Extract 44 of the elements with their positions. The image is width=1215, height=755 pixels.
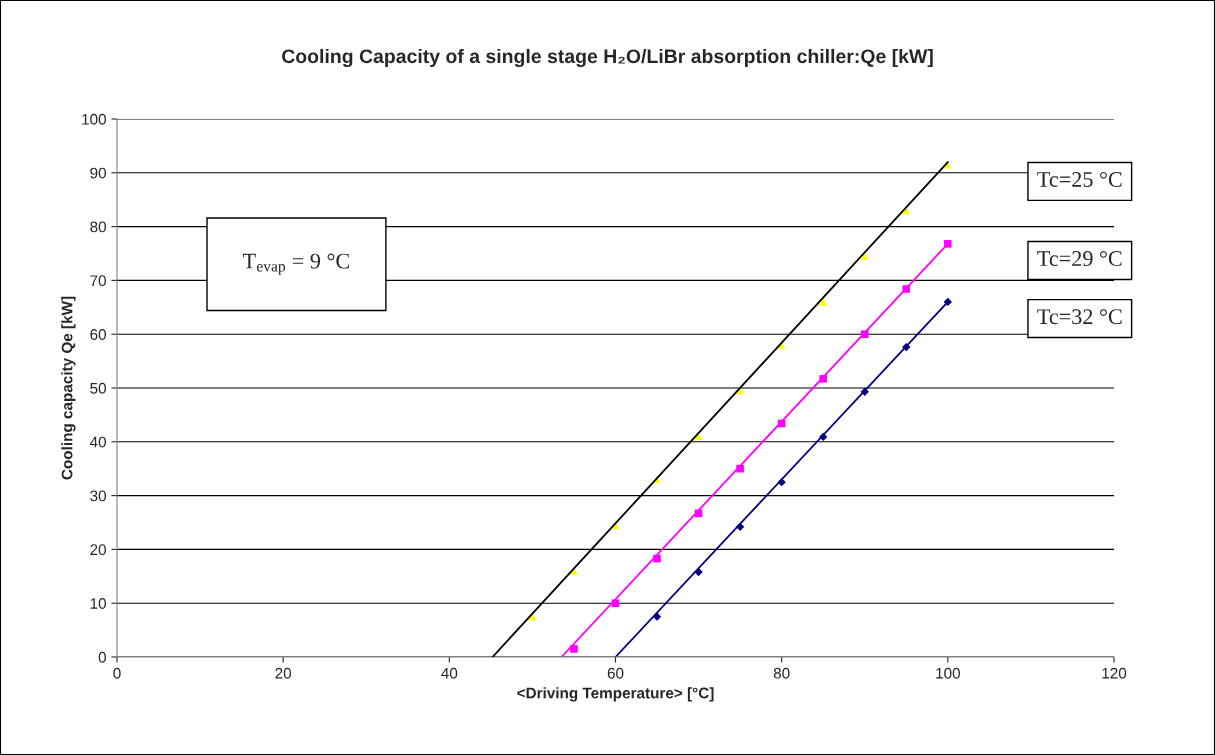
point bbox=[611, 599, 620, 607]
y-tick-label: 60 bbox=[90, 329, 106, 340]
point bbox=[570, 645, 578, 653]
point bbox=[652, 612, 662, 621]
point bbox=[777, 477, 786, 487]
y-tick-label: 100 bbox=[82, 113, 106, 125]
point bbox=[902, 342, 911, 352]
x-axis-title: <Driving Temperature> [°C] bbox=[517, 687, 714, 702]
y-tick-label: 30 bbox=[90, 490, 106, 502]
annotation: T$_{evap}$ = 9 °C bbox=[242, 253, 349, 275]
point bbox=[653, 554, 661, 563]
y-tick-label: 20 bbox=[90, 544, 106, 556]
point bbox=[694, 567, 703, 577]
x-tick-label: 100 bbox=[936, 667, 960, 679]
y-tick-label: 70 bbox=[90, 275, 106, 287]
x-tick-label: 40 bbox=[441, 667, 458, 679]
point bbox=[860, 330, 869, 338]
y-tick-label: 50 bbox=[90, 382, 106, 394]
y-axis-title: Cooling capacity Qe [kW] bbox=[61, 296, 76, 480]
x-tick-label: 80 bbox=[773, 667, 790, 679]
point bbox=[819, 298, 828, 306]
y-tick-label: 40 bbox=[89, 436, 106, 448]
point bbox=[819, 432, 828, 442]
text: Tc=32 °C bbox=[1037, 309, 1122, 325]
x-tick-label: 0 bbox=[113, 667, 121, 679]
text: Tc=29 °C bbox=[1037, 251, 1122, 267]
point bbox=[819, 375, 828, 383]
x-tick-label: 20 bbox=[275, 667, 292, 679]
point bbox=[860, 252, 869, 260]
point bbox=[694, 432, 703, 441]
y-tick-label: 10 bbox=[90, 598, 106, 609]
point bbox=[860, 387, 869, 396]
x-tick-label: 120 bbox=[1102, 667, 1127, 679]
point bbox=[944, 240, 952, 248]
y-tick-label: 0 bbox=[98, 651, 106, 663]
y-tick-label: 80 bbox=[90, 221, 106, 233]
x-tick-label: 60 bbox=[607, 667, 624, 679]
y-tick-label: 90 bbox=[90, 167, 106, 179]
point bbox=[735, 522, 745, 531]
point bbox=[943, 297, 952, 307]
point bbox=[736, 464, 744, 473]
text: Tc=25 °C bbox=[1037, 171, 1122, 187]
point bbox=[902, 285, 911, 293]
chart-title: Cooling Capacity of a single stage H₂O/LiBr absorption chiller:Qe [kW] bbox=[282, 48, 933, 68]
